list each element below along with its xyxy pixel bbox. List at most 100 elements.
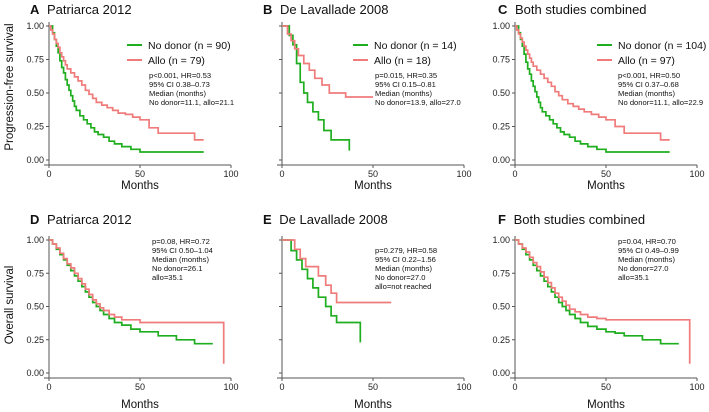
panel-c-y-tick-label: 0.50 <box>492 88 510 98</box>
panel-a: A Patriarca 2012 0.00 0.25 0.50 0.75 1.00 0 50… <box>26 2 238 192</box>
panel-e-stat-line-4: No donor=27.0 <box>375 273 425 282</box>
panel-f-x-tick-label: 0 <box>512 382 517 392</box>
panel-d-stat-line-1: p=0.08, HR=0.72 <box>152 237 210 246</box>
panel-a-y-tick-label: 0.50 <box>26 88 44 98</box>
panel-d-x-tick-label: 0 <box>46 382 51 392</box>
panel-f-title: Both studies combined <box>514 212 646 227</box>
panel-d-y-tick-label: 0.75 <box>26 268 44 278</box>
panel-d-x-tick-label: 100 <box>223 382 238 392</box>
panel-f-x-tick-label: 100 <box>689 382 704 392</box>
panel-c-stat-line-1: p<0.001, HR=0.50 <box>618 71 680 80</box>
panel-a-stat-line-1: p<0.001, HR=0.53 <box>149 71 211 80</box>
panel-c-stat-line-3: Median (months) <box>618 89 675 98</box>
panel-a-x-tick-label: 50 <box>135 169 145 179</box>
svg-text:E De Lavallade 2008: E De Lavallade 2008 <box>263 212 388 227</box>
panel-e-stat-line-3: Median (months) <box>375 264 432 273</box>
panel-e-stat-line-1: p=0.279, HR=0.58 <box>375 246 437 255</box>
panel-e-series-allo <box>282 239 392 304</box>
panel-e-label: E <box>263 212 272 227</box>
panel-a-plot: 0.00 0.25 0.50 0.75 1.00 0 50 100 <box>26 21 238 179</box>
panel-e-stat-line-5: allo=not reached <box>375 282 431 291</box>
panel-b-stat-line-2: 95% CI 0.15–0.81 <box>375 80 436 89</box>
panel-f: F Both studies combined 0.00 0.25 0.50 0.75… <box>492 212 704 411</box>
panel-a-stat-line-3: Median (months) <box>149 89 206 98</box>
panel-f-label: F <box>498 212 506 227</box>
panel-d-stat-line-2: 95% CI 0.50–1.04 <box>152 246 213 255</box>
panel-f-xlabel: Months <box>587 399 625 411</box>
panel-d-label: D <box>30 212 39 227</box>
panel-b: B De Lavallade 2008 0 50 100 Months No don… <box>263 2 472 192</box>
panel-f-stat-line-1: p=0.04, HR=0.70 <box>618 237 676 246</box>
panel-e-x-tick-label: 50 <box>368 382 378 392</box>
panel-b-stat-line-1: p=0.015, HR=0.35 <box>375 71 437 80</box>
panel-b-stat-line-3: Median (months) <box>375 89 432 98</box>
panel-c-xlabel: Months <box>587 180 625 192</box>
panel-f-plot: 0.00 0.25 0.50 0.75 1.00 0 50 100 <box>492 235 704 392</box>
panel-c-y-tick-label: 1.00 <box>492 21 510 31</box>
panel-a-x-tick-label: 0 <box>46 169 51 179</box>
panel-d-xlabel: Months <box>121 399 159 411</box>
panel-a-stat-line-2: 95% CI 0.38–0.73 <box>149 80 210 89</box>
panel-c-stat-line-4: No donor=11.1, allo=22.9 <box>618 98 703 107</box>
ylabel-pfs: Progression-free survival <box>4 23 16 150</box>
panel-f-series-no-donor <box>515 239 679 345</box>
panel-a-y-tick-label: 0.25 <box>26 122 44 132</box>
panel-c-plot: 0.00 0.25 0.50 0.75 1.00 0 50 100 <box>492 21 704 179</box>
panel-a-legend-no-donor: No donor (n = 90) <box>148 40 231 52</box>
panel-c-x-tick-label: 50 <box>601 169 611 179</box>
svg-text:D Patriarca 2012: D Patriarca 2012 <box>30 212 132 227</box>
panel-f-stat-line-4: No donor=27.0 <box>618 264 668 273</box>
panel-a-y-tick-label: 0.00 <box>26 155 44 165</box>
panel-d-plot: 0.00 0.25 0.50 0.75 1.00 0 50 100 <box>26 235 238 392</box>
panel-f-y-tick-label: 0.25 <box>492 335 510 345</box>
panel-d-y-tick-label: 0.00 <box>26 368 44 378</box>
panel-c-x-tick-label: 0 <box>512 169 517 179</box>
panel-d-series-no-donor <box>49 239 213 345</box>
panel-b-title: De Lavallade 2008 <box>280 2 388 17</box>
panel-d: D Patriarca 2012 0.00 0.25 0.50 0.75 1.00 0 50… <box>26 212 238 411</box>
panel-b-stat-line-4: No donor=13.9, allo=27.0 <box>375 98 461 107</box>
panel-f-series-allo <box>515 239 691 364</box>
panel-f-stat-line-2: 95% CI 0.49–0.99 <box>618 246 679 255</box>
panel-a-stat-line-4: No donor=11.1, allo=21.1 <box>149 98 234 107</box>
panel-b-label: B <box>263 2 272 17</box>
panel-c-label: C <box>498 2 508 17</box>
panel-b-legend-no-donor: No donor (n = 14) <box>374 40 457 52</box>
panel-e-plot: 0 50 100 <box>277 236 472 392</box>
panel-b-series-allo <box>282 25 373 98</box>
panel-c-stat-line-2: 95% CI 0.37–0.68 <box>618 80 679 89</box>
panel-f-y-tick-label: 1.00 <box>492 235 510 245</box>
panel-c-y-tick-label: 0.75 <box>492 55 510 65</box>
panel-e-x-tick-label: 100 <box>456 382 471 392</box>
panel-c-legend-allo: Allo (n = 97) <box>618 55 675 67</box>
panel-c-y-tick-label: 0.00 <box>492 155 510 165</box>
panel-a-series-allo <box>49 25 204 141</box>
panel-e-xlabel: Months <box>354 399 392 411</box>
panel-a-y-tick-label: 1.00 <box>26 21 44 31</box>
panel-a-xlabel: Months <box>121 180 159 192</box>
panel-e-x-tick-label: 0 <box>279 382 284 392</box>
panel-a-title: Patriarca 2012 <box>47 2 132 17</box>
panel-c-legend-no-donor: No donor (n = 104) <box>618 40 706 52</box>
panel-e-series-no-donor <box>282 239 362 343</box>
panel-b-series-no-donor <box>282 25 351 151</box>
svg-text:A Patriarca 2012: A Patriarca 2012 <box>30 2 132 17</box>
panel-c-series-allo <box>515 25 670 141</box>
panel-f-x-tick-label: 50 <box>601 382 611 392</box>
panel-d-stat-line-3: Median (months) <box>152 255 209 264</box>
panel-d-series-allo <box>49 239 225 364</box>
panel-b-x-tick-label: 0 <box>279 169 284 179</box>
panel-c-series-no-donor <box>515 25 670 153</box>
panel-e-title: De Lavallade 2008 <box>279 212 387 227</box>
panel-a-x-tick-label: 100 <box>223 169 238 179</box>
panel-c: C Both studies combined 0.00 0.25 0.50 0.75… <box>492 2 706 192</box>
panel-d-y-tick-label: 0.25 <box>26 335 44 345</box>
panel-d-x-tick-label: 50 <box>135 382 145 392</box>
panel-c-y-tick-label: 0.25 <box>492 122 510 132</box>
panel-a-series-no-donor <box>49 25 204 153</box>
panel-b-x-tick-label: 100 <box>456 169 471 179</box>
panel-a-legend-allo: Allo (n = 79) <box>148 55 205 67</box>
panel-d-y-tick-label: 1.00 <box>26 235 44 245</box>
panel-d-title: Patriarca 2012 <box>47 212 132 227</box>
panel-a-y-tick-label: 0.75 <box>26 55 44 65</box>
